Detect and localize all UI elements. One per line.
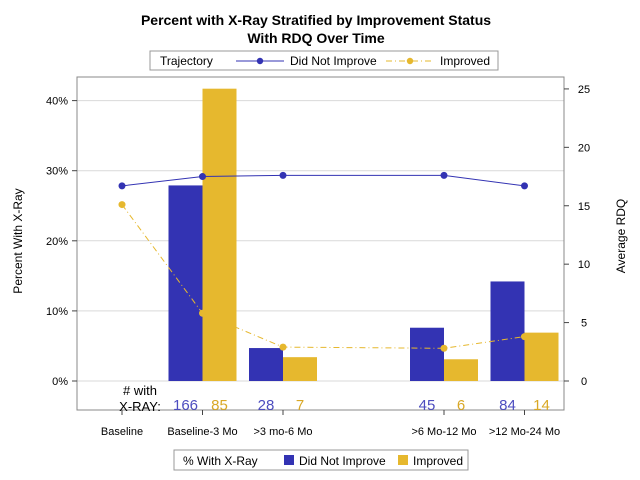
counts-label-line1: # with [123, 383, 157, 398]
point-did-not-improve-4 [521, 182, 528, 190]
point-did-not-improve-0 [118, 182, 126, 190]
y-right-tick-label-1: 5 [581, 318, 587, 330]
x-tick-label-4: >12 Mo-24 Mo [489, 426, 560, 438]
y-left-tick-label-1: 10% [46, 306, 68, 318]
legend-top-item-improved: Improved [440, 54, 490, 68]
lines [118, 171, 528, 352]
legend-top-title: Trajectory [160, 54, 213, 68]
count-did-not-improve-1: 28 [258, 397, 275, 414]
legend-swatch-improved [398, 455, 408, 465]
bar-improved-3 [444, 359, 478, 381]
legend-top-box [149, 50, 499, 71]
bar-did-not-improve-3 [410, 327, 444, 381]
bar-did-not-improve-4 [490, 281, 525, 381]
legend-bottom-title: % With X-Ray [183, 454, 258, 468]
bar-improved-4 [524, 332, 559, 381]
bars [168, 88, 559, 382]
point-improved-0 [118, 201, 126, 209]
y-left-tick-label-3: 30% [46, 166, 68, 178]
chart-subtitle: With RDQ Over Time [247, 30, 385, 46]
bar-improved-2 [283, 357, 317, 381]
legend-bottom-item-improved: Improved [413, 454, 463, 468]
x-tick-label-2: >3 mo-6 Mo [254, 426, 313, 438]
point-did-not-improve-3 [440, 171, 448, 179]
legend-bottom-box [173, 449, 469, 471]
counts-label-line2: X-RAY: [119, 399, 161, 414]
y-left-tick-label-4: 40% [46, 96, 68, 108]
bar-improved-1 [202, 88, 237, 382]
point-did-not-improve-2 [279, 171, 287, 179]
axes: 0% 10% 20% 30% 40% 0 5 10 15 20 25 Baseline Baseline… [46, 84, 590, 438]
count-did-not-improve-0: 166 [173, 397, 198, 414]
y-left-label: Percent With X-Ray [11, 188, 25, 293]
line-did-not-improve [121, 174, 525, 187]
y-right-tick-label-3: 15 [578, 201, 590, 213]
point-did-not-improve-1 [199, 173, 206, 181]
count-improved-1: 7 [296, 397, 304, 414]
legend-bottom: % With X-Ray Did Not Improve Improved [173, 449, 469, 471]
legend-bottom-item-did-not-improve: Did Not Improve [299, 454, 386, 468]
legend-marker-did-not-improve [256, 57, 264, 65]
bar-did-not-improve-2 [249, 348, 283, 381]
y-right-tick-label-4: 20 [578, 142, 590, 154]
legend-top: Trajectory Did Not Improve Improved [149, 50, 499, 71]
point-improved-1 [199, 309, 206, 317]
count-improved-3: 14 [533, 397, 550, 414]
legend-swatch-did-not-improve [284, 455, 294, 465]
count-did-not-improve-3: 84 [499, 397, 516, 414]
count-did-not-improve-2: 45 [419, 397, 436, 414]
bar-did-not-improve-1 [168, 185, 203, 381]
legend-marker-improved [406, 57, 414, 65]
y-left-tick-label-2: 20% [46, 236, 68, 248]
count-improved-2: 6 [457, 397, 465, 414]
point-improved-4 [521, 333, 528, 341]
count-improved-0: 85 [211, 397, 228, 414]
counts-table: # with X-RAY: 166 85 28 7 45 6 84 14 [119, 383, 550, 414]
legend-top-item-did-not-improve: Did Not Improve [290, 54, 377, 68]
gridlines [77, 100, 564, 382]
y-right-tick-label-2: 10 [578, 259, 590, 271]
point-improved-3 [440, 344, 448, 352]
plot-frame [76, 76, 565, 411]
y-right-label: Average RDQ [614, 199, 628, 273]
x-tick-label-0: Baseline [101, 426, 143, 438]
y-right-tick-label-0: 0 [581, 376, 587, 388]
x-tick-label-3: >6 Mo-12 Mo [411, 426, 476, 438]
chart-title: Percent with X-Ray Stratified by Improve… [141, 12, 491, 28]
point-improved-2 [279, 343, 287, 351]
y-left-tick-label-0: 0% [52, 376, 68, 388]
y-right-tick-label-5: 25 [578, 84, 590, 96]
x-tick-label-1: Baseline-3 Mo [167, 426, 237, 438]
